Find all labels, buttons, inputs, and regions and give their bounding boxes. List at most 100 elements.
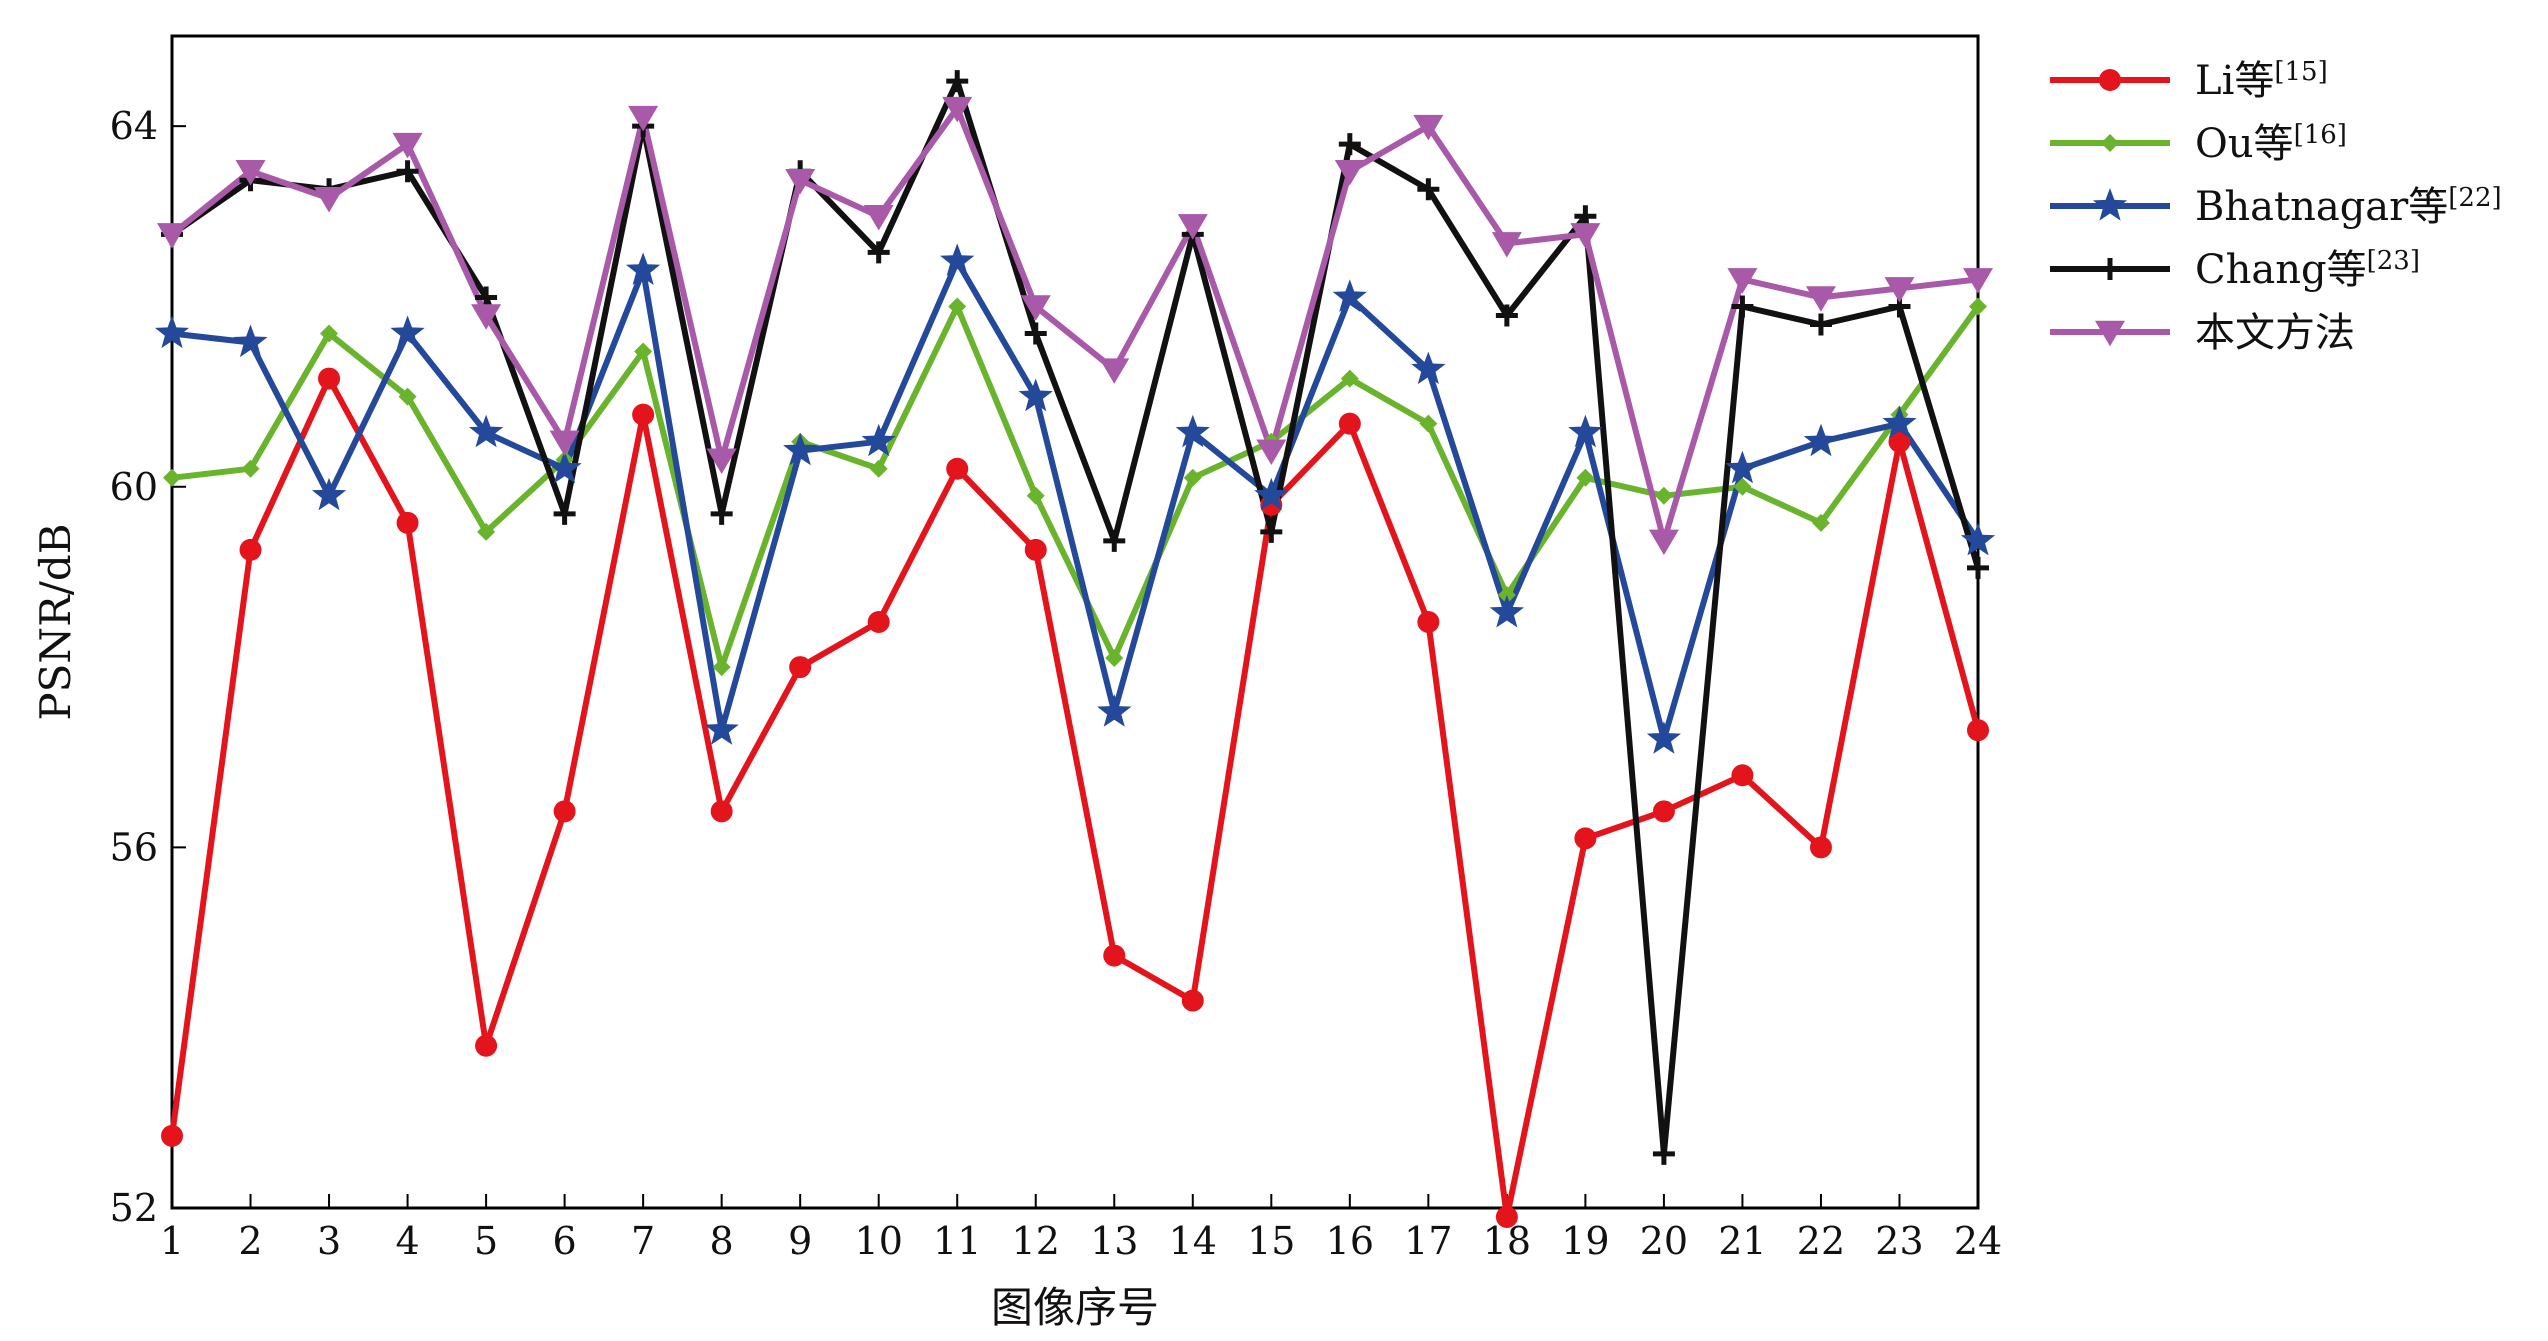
series-0-point	[1103, 944, 1126, 967]
series-0-point	[475, 1034, 498, 1057]
series-1-point	[1969, 297, 1987, 316]
series-2-point	[626, 252, 661, 285]
legend-marker-0	[2099, 69, 2121, 91]
series-0-point	[632, 403, 655, 426]
series-4-point	[1413, 114, 1444, 141]
series-3-point	[1260, 520, 1283, 543]
series-1-point	[1733, 477, 1752, 496]
series-4-point	[1884, 277, 1915, 303]
series-2-point	[1175, 414, 1210, 448]
x-tick-label: 9	[788, 1219, 812, 1263]
series-1-point	[1497, 585, 1516, 604]
series-2-point	[1489, 595, 1524, 628]
series-2-point	[1803, 423, 1839, 457]
series-2-point	[1725, 450, 1760, 484]
series-0-point	[396, 511, 419, 534]
series-1-point	[320, 324, 339, 343]
x-tick-label: 19	[1561, 1219, 1609, 1263]
series-line-0	[169, 375, 1981, 1220]
series-4-point	[628, 105, 659, 132]
series-1-point	[712, 658, 731, 677]
x-tick-label: 21	[1718, 1219, 1766, 1263]
x-axis-title: 图像序号	[991, 1283, 1159, 1332]
series-4-point	[1177, 214, 1208, 240]
y-tick-label: 64	[110, 104, 158, 148]
y-tick-label: 56	[110, 825, 158, 869]
series-0-point	[1417, 611, 1440, 633]
series-0-point	[710, 800, 733, 823]
x-tick-label: 11	[933, 1219, 981, 1263]
legend-name: Li等	[2195, 58, 2274, 104]
x-tick-label: 3	[317, 1219, 341, 1263]
series-2-point	[390, 315, 425, 349]
series-3-point	[1809, 313, 1832, 336]
series-1-point	[1105, 649, 1124, 668]
series-0-point	[318, 367, 341, 390]
series-0-point	[239, 538, 262, 561]
series-0-point	[946, 457, 969, 480]
series-3-point	[1103, 529, 1126, 552]
series-3-point	[1652, 1142, 1675, 1165]
x-tick-label: 4	[395, 1219, 419, 1263]
x-tick-label: 1	[160, 1219, 184, 1263]
series-2-point	[1568, 414, 1603, 448]
legend-name: 本文方法	[2195, 310, 2355, 356]
series-0-point	[789, 656, 812, 679]
series-2-point	[1097, 694, 1132, 727]
y-tick-label: 60	[110, 465, 158, 509]
series-4-point	[1491, 232, 1522, 258]
series-0-point	[1809, 836, 1832, 859]
series-0-point	[1024, 538, 1047, 561]
series-4-point	[1256, 439, 1287, 465]
series-0-point	[1338, 412, 1361, 435]
series-line-3	[170, 78, 1981, 1157]
series-line-1	[171, 303, 1981, 671]
series-2-point	[783, 432, 818, 466]
x-tick-label: 7	[631, 1219, 655, 1263]
plot-frame	[170, 34, 1980, 1210]
series-2-point	[1254, 477, 1289, 511]
series-1-point	[948, 297, 967, 316]
series-1-point	[241, 459, 260, 478]
legend: Li等[15] Ou等[16] Bhatnagar等[22] Chang等[23] 本文…	[2050, 57, 2502, 356]
x-tick-label: 12	[1012, 1219, 1060, 1263]
series-1-point	[634, 342, 653, 361]
series-0-point	[1574, 827, 1597, 850]
series-0-point	[553, 800, 576, 823]
legend-ref: [16]	[2294, 120, 2347, 150]
series-3-point	[1967, 556, 1989, 579]
series-4-point	[1727, 268, 1758, 294]
legend-label-3: Chang等[23]	[2195, 246, 2420, 293]
series-line-4	[170, 105, 1979, 544]
x-tick-label: 15	[1247, 1219, 1295, 1263]
series-markers	[154, 70, 1996, 1229]
legend-name: Bhatnagar等	[2195, 184, 2448, 230]
series-0-point	[1888, 430, 1911, 453]
legend-marker-4	[2095, 320, 2125, 347]
series-2-point	[311, 477, 347, 511]
series-0-point	[1181, 989, 1204, 1012]
x-tick-label: 24	[1954, 1219, 2002, 1263]
series-3-point	[710, 502, 733, 525]
series-2-point	[233, 324, 268, 358]
series-2-point	[1960, 522, 1996, 556]
series-4-point	[1963, 268, 1993, 294]
series-3-point	[1495, 304, 1518, 327]
legend-marker-2	[2092, 188, 2128, 221]
series-2-point	[704, 712, 739, 745]
series-line-2	[171, 258, 1981, 743]
series-3-point	[1338, 133, 1361, 156]
axis-tick-labels: 1 2 3 4 5 6 7 8 9 10 11 12 13 14 15 16 17 18 19 20 21 22 23 245…	[110, 104, 2003, 1263]
series-1-point	[1576, 468, 1595, 487]
x-tick-label: 23	[1875, 1219, 1923, 1263]
series-1-point	[1654, 486, 1673, 505]
series-4-point	[1570, 223, 1601, 249]
series-2-point	[1646, 721, 1681, 754]
series-3-point	[1417, 178, 1440, 201]
series-0-point	[867, 611, 890, 633]
series-2-point	[547, 450, 582, 484]
series-2-point	[940, 243, 975, 276]
series-0-point	[1495, 1206, 1518, 1229]
series-0-point	[1652, 800, 1675, 823]
series-2-point	[1332, 279, 1367, 312]
